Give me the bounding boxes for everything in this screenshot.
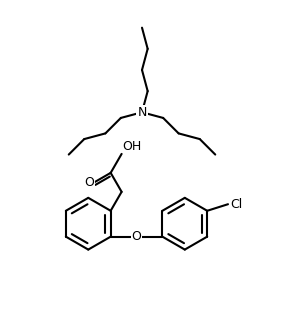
Text: OH: OH [123, 140, 142, 153]
Text: Cl: Cl [230, 198, 242, 211]
Text: N: N [137, 106, 147, 119]
Text: O: O [84, 176, 94, 189]
Text: O: O [132, 230, 141, 243]
